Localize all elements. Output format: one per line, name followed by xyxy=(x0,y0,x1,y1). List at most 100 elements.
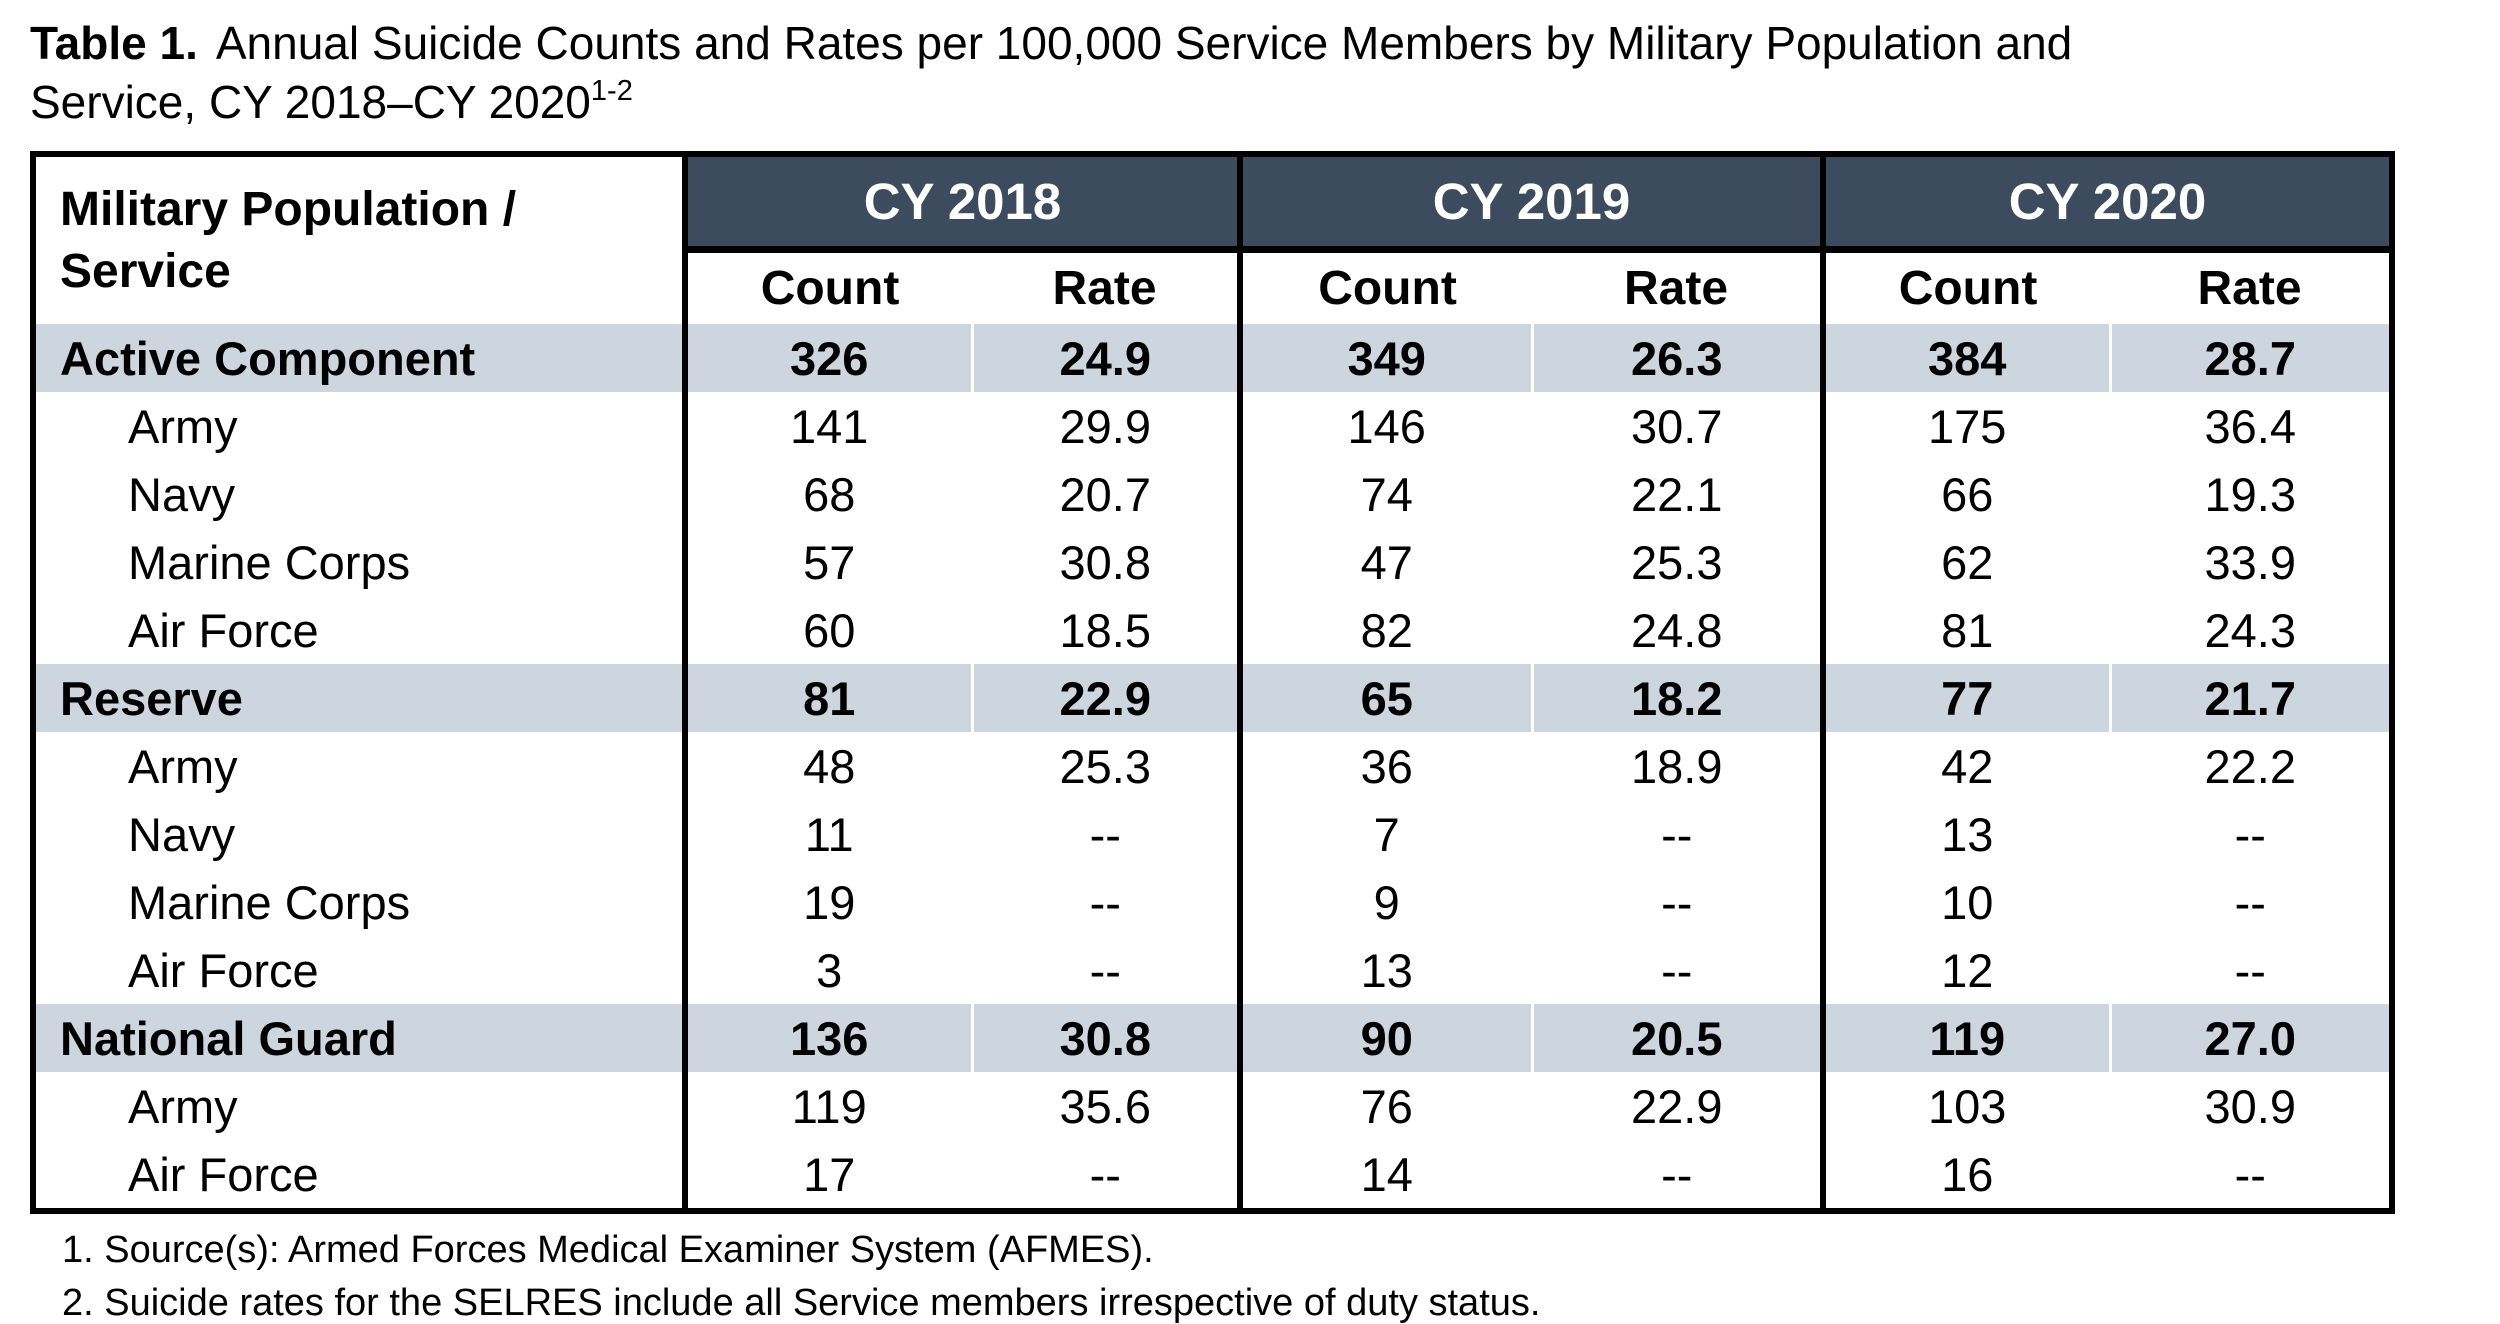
cell-count: 384 xyxy=(1820,324,2110,392)
cell-count: 9 xyxy=(1237,868,1532,936)
cell-rate: -- xyxy=(970,868,1240,936)
cell-rate: 21.7 xyxy=(2108,664,2392,732)
cell-count: 11 xyxy=(682,800,972,868)
row-label: Army xyxy=(128,739,238,793)
row-label: National Guard xyxy=(33,1004,685,1072)
cell-rate: 24.9 xyxy=(970,324,1240,392)
subheader-count-cy2019: Count xyxy=(1237,249,1532,324)
cell-count: 68 xyxy=(682,460,972,528)
cell-count: 81 xyxy=(682,664,972,732)
cell-count: 136 xyxy=(682,1004,972,1072)
table-row-service: Army 119 35.6 76 22.9 103 30.9 xyxy=(33,1072,2392,1140)
cell-rate: 26.3 xyxy=(1530,324,1823,392)
cell-rate: 22.2 xyxy=(2108,732,2392,800)
footnote-1: 1. Source(s): Armed Forces Medical Exami… xyxy=(62,1229,1154,1271)
cell-count: 74 xyxy=(1237,460,1532,528)
cell-rate: 18.2 xyxy=(1530,664,1823,732)
row-header-line1: Military Population / xyxy=(60,182,517,236)
cell-rate: 30.9 xyxy=(2108,1072,2392,1140)
row-label: Air Force xyxy=(128,603,319,657)
cell-rate: -- xyxy=(2108,1140,2392,1211)
table-title-superscript: 1-2 xyxy=(590,75,633,107)
cell-count: 76 xyxy=(1237,1072,1532,1140)
cell-rate: -- xyxy=(2108,936,2392,1004)
cell-count: 14 xyxy=(1237,1140,1532,1211)
year-header-cy2018: CY 2018 xyxy=(682,154,1240,253)
row-label: Air Force xyxy=(128,1147,319,1201)
cell-count: 13 xyxy=(1237,936,1532,1004)
table-title: Table 1. Annual Suicide Counts and Rates … xyxy=(30,14,2470,139)
subheader-row: Count Rate Count Rate Count Rate xyxy=(33,249,2392,324)
subheader-rate-cy2020: Rate xyxy=(2110,249,2392,324)
cell-count: 326 xyxy=(682,324,972,392)
table-row-group: Reserve 81 22.9 65 18.2 77 21.7 xyxy=(33,664,2392,732)
cell-rate: 18.5 xyxy=(970,596,1240,664)
cell-rate: 30.8 xyxy=(970,528,1240,596)
cell-rate: -- xyxy=(970,800,1240,868)
cell-count: 10 xyxy=(1820,868,2110,936)
table-title-line1: Annual Suicide Counts and Rates per 100,… xyxy=(215,17,2073,69)
row-label: Air Force xyxy=(128,943,319,997)
cell-count: 42 xyxy=(1820,732,2110,800)
cell-rate: 18.9 xyxy=(1530,732,1823,800)
cell-rate: 30.8 xyxy=(970,1004,1240,1072)
row-header-cell: Military Population / Service xyxy=(33,154,685,324)
cell-count: 12 xyxy=(1820,936,2110,1004)
cell-rate: 27.0 xyxy=(2108,1004,2392,1072)
cell-count: 57 xyxy=(682,528,972,596)
cell-count: 3 xyxy=(682,936,972,1004)
cell-rate: -- xyxy=(1530,1140,1823,1211)
table-body: Active Component 326 24.9 349 26.3 384 28.7 Arm… xyxy=(33,324,2392,1211)
subheader-rate-cy2018: Rate xyxy=(972,249,1240,324)
cell-rate: 20.5 xyxy=(1530,1004,1823,1072)
row-label: Marine Corps xyxy=(128,875,411,929)
cell-count: 349 xyxy=(1237,324,1532,392)
row-label: Active Component xyxy=(33,324,685,392)
cell-count: 82 xyxy=(1237,596,1532,664)
cell-rate: -- xyxy=(1530,936,1823,1004)
subheader-count-cy2020: Count xyxy=(1820,249,2110,324)
table-row-service: Navy 11 -- 7 -- 13 -- xyxy=(33,800,2392,868)
cell-rate: 25.3 xyxy=(970,732,1240,800)
table-row-service: Army 141 29.9 146 30.7 175 36.4 xyxy=(33,392,2392,460)
cell-rate: 35.6 xyxy=(970,1072,1240,1140)
data-table: Military Population / Service CY 2018 CY… xyxy=(30,151,2395,1214)
cell-rate: 22.9 xyxy=(1530,1072,1823,1140)
cell-count: 175 xyxy=(1820,392,2110,460)
cell-count: 119 xyxy=(1820,1004,2110,1072)
row-header-line2: Service xyxy=(60,244,231,298)
cell-rate: 20.7 xyxy=(970,460,1240,528)
cell-count: 141 xyxy=(682,392,972,460)
footnote-2: 2. Suicide rates for the SELRES include … xyxy=(62,1282,1541,1324)
cell-rate: 30.7 xyxy=(1530,392,1823,460)
year-header-row: Military Population / Service CY 2018 CY… xyxy=(33,154,2392,298)
table-row-service: Navy 68 20.7 74 22.1 66 19.3 xyxy=(33,460,2392,528)
cell-count: 65 xyxy=(1237,664,1532,732)
row-label: Marine Corps xyxy=(128,535,411,589)
cell-rate: -- xyxy=(2108,868,2392,936)
table-title-line2: Service, CY 2018–CY 2020 xyxy=(30,76,591,128)
table-row-service: Air Force 17 -- 14 -- 16 -- xyxy=(33,1140,2392,1211)
cell-rate: 25.3 xyxy=(1530,528,1823,596)
year-header-cy2020: CY 2020 xyxy=(1820,154,2392,253)
cell-count: 48 xyxy=(682,732,972,800)
cell-rate: -- xyxy=(1530,868,1823,936)
cell-count: 90 xyxy=(1237,1004,1532,1072)
subheader-rate-cy2019: Rate xyxy=(1532,249,1823,324)
cell-count: 47 xyxy=(1237,528,1532,596)
footnotes: 1. Source(s): Armed Forces Medical Exami… xyxy=(62,1224,2500,1324)
cell-count: 7 xyxy=(1237,800,1532,868)
document-page: Table 1. Annual Suicide Counts and Rates … xyxy=(0,14,2500,1324)
table-row-service: Air Force 3 -- 13 -- 12 -- xyxy=(33,936,2392,1004)
row-label: Reserve xyxy=(33,664,685,732)
cell-count: 17 xyxy=(682,1140,972,1211)
cell-rate: 36.4 xyxy=(2108,392,2392,460)
row-label: Army xyxy=(128,399,238,453)
table-row-service: Air Force 60 18.5 82 24.8 81 24.3 xyxy=(33,596,2392,664)
cell-rate: 22.1 xyxy=(1530,460,1823,528)
cell-rate: -- xyxy=(2108,800,2392,868)
cell-count: 66 xyxy=(1820,460,2110,528)
table-row-service: Marine Corps 57 30.8 47 25.3 62 33.9 xyxy=(33,528,2392,596)
cell-count: 36 xyxy=(1237,732,1532,800)
cell-rate: -- xyxy=(1530,800,1823,868)
